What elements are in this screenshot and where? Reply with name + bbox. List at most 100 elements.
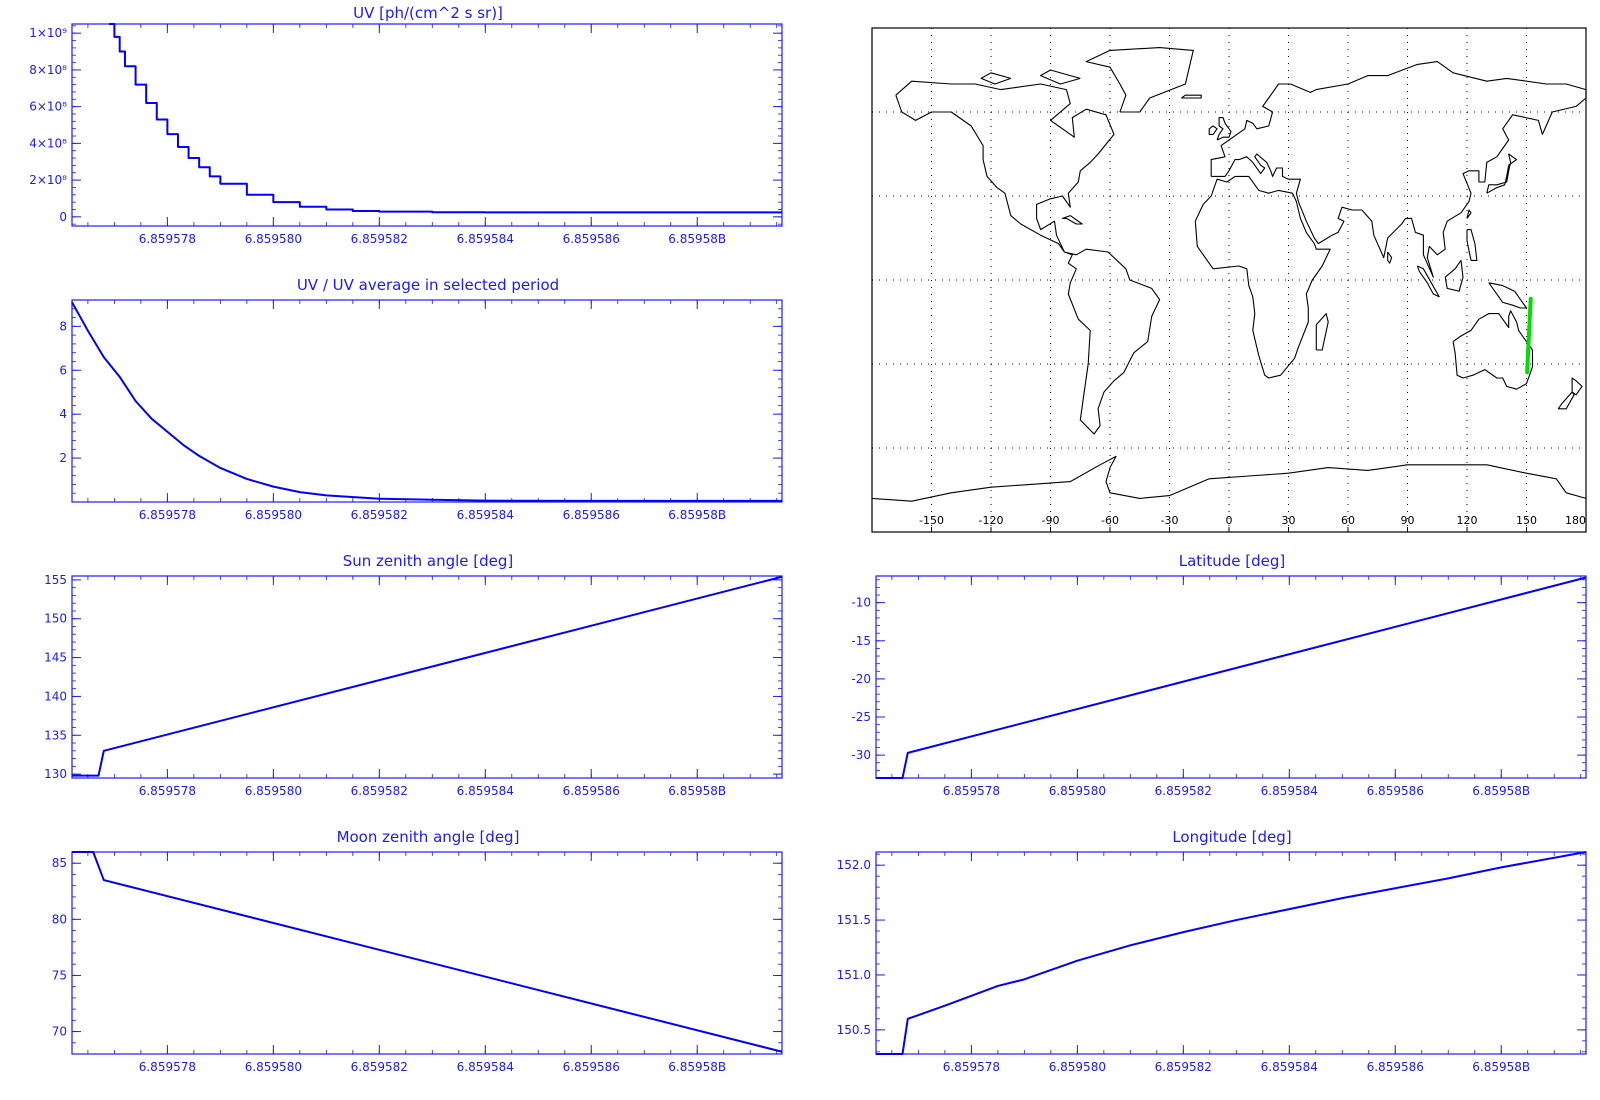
x-tick-label: 6.85958B <box>668 1060 726 1074</box>
x-tick-label: 6.859584 <box>457 784 514 798</box>
coastline <box>1444 259 1464 292</box>
x-tick-label: 6.859580 <box>245 1060 302 1074</box>
x-tick-label: 6.859578 <box>139 232 196 246</box>
coastline <box>1488 282 1528 309</box>
x-tick-label: 6.859586 <box>1367 784 1424 798</box>
x-tick-label: 6.85958B <box>668 508 726 522</box>
plot-title: Longitude [deg] <box>1172 828 1291 846</box>
coastline <box>1486 153 1518 194</box>
y-tick-label: 151.5 <box>837 913 871 927</box>
y-tick-label: 8×10⁸ <box>29 63 67 77</box>
x-tick-label: 6.859580 <box>1049 784 1106 798</box>
x-tick-label: 6.859580 <box>1049 1060 1106 1074</box>
coastline <box>1557 391 1575 410</box>
map-lon-tick-label: 30 <box>1282 514 1296 527</box>
x-tick-label: 6.859582 <box>351 1060 408 1074</box>
x-tick-label: 6.859586 <box>563 1060 620 1074</box>
x-tick-label: 6.859584 <box>1261 784 1318 798</box>
x-tick-label: 6.859582 <box>351 232 408 246</box>
coastline <box>1040 69 1081 85</box>
series-line <box>72 851 783 1053</box>
plot-title: Sun zenith angle [deg] <box>343 552 514 570</box>
x-tick-label: 6.859586 <box>1367 1060 1424 1074</box>
map-lon-tick-label: 0 <box>1226 514 1233 527</box>
series-line <box>72 575 783 777</box>
y-tick-label: 75 <box>52 968 67 982</box>
x-tick-label: 6.859582 <box>1155 1060 1212 1074</box>
coastline <box>1181 94 1202 99</box>
y-tick-label: 80 <box>52 912 67 926</box>
y-tick-label: 8 <box>59 319 67 333</box>
plot-panel-uv-ratio: UV / UV average in selected period 6.859… <box>59 276 783 522</box>
coastline <box>1466 229 1478 261</box>
coastline <box>1416 265 1440 298</box>
coastline <box>1452 310 1534 390</box>
y-tick-label: 6 <box>59 363 67 377</box>
x-tick-label: 6.859578 <box>139 1060 196 1074</box>
plot-frame <box>875 575 1587 779</box>
coastline <box>1216 117 1232 141</box>
plot-title: UV / UV average in selected period <box>297 276 559 294</box>
y-tick-label: 6×10⁸ <box>29 100 67 114</box>
x-tick-label: 6.859584 <box>457 508 514 522</box>
plot-panel-moon-zenith: Moon zenith angle [deg] 6.859578 6.859580… <box>52 828 783 1074</box>
y-tick-label: 0 <box>59 210 67 224</box>
x-tick-label: 6.859578 <box>139 508 196 522</box>
x-tick-label: 6.859578 <box>139 784 196 798</box>
series-line <box>109 23 782 214</box>
y-tick-label: 150 <box>44 612 67 626</box>
world-map-panel: -150 -120 -90 -60 -30 0 30 60 90 120 150 180 <box>871 27 1587 533</box>
y-tick-label: 70 <box>52 1025 67 1039</box>
x-tick-label: 6.859584 <box>457 1060 514 1074</box>
satellite-track <box>1525 296 1533 375</box>
y-tick-label: 145 <box>44 651 67 665</box>
coastline <box>1387 251 1393 264</box>
plot-title: Latitude [deg] <box>1179 552 1285 570</box>
y-tick-label: -20 <box>851 672 871 686</box>
x-tick-label: 6.859586 <box>563 232 620 246</box>
plot-panel-longitude: Longitude [deg] 6.859578 6.859580 6.859582… <box>837 828 1587 1074</box>
y-tick-label: -15 <box>851 634 871 648</box>
x-tick-label: 6.859582 <box>351 508 408 522</box>
x-tick-label: 6.859584 <box>1261 1060 1318 1074</box>
coastline <box>1466 209 1472 219</box>
map-lon-tick-label: 90 <box>1401 514 1415 527</box>
y-tick-label: 152.0 <box>837 858 871 872</box>
x-tick-label: 6.859578 <box>943 1060 1000 1074</box>
x-tick-label: 6.859586 <box>563 508 620 522</box>
plot-frame <box>71 23 783 227</box>
series-line <box>876 851 1587 1055</box>
y-tick-label: -25 <box>851 710 871 724</box>
x-tick-label: 6.85958B <box>668 784 726 798</box>
x-tick-label: 6.85958B <box>1472 784 1530 798</box>
plot-title: Moon zenith angle [deg] <box>337 828 520 846</box>
x-tick-label: 6.859578 <box>943 784 1000 798</box>
x-tick-label: 6.859584 <box>457 232 514 246</box>
coastline <box>1194 175 1331 379</box>
y-tick-label: 140 <box>44 689 67 703</box>
plot-frame <box>71 299 783 503</box>
y-tick-label: 130 <box>44 767 67 781</box>
map-lon-tick-label: -90 <box>1042 514 1060 527</box>
map-lon-tick-label: -30 <box>1161 514 1179 527</box>
y-tick-label: 2 <box>59 451 67 465</box>
x-tick-label: 6.85958B <box>1472 1060 1530 1074</box>
coastline <box>871 455 1587 502</box>
map-lon-tick-label: 180 <box>1565 514 1586 527</box>
y-tick-label: -30 <box>851 748 871 762</box>
map-lon-tick-label: -120 <box>979 514 1004 527</box>
map-lon-tick-label: -60 <box>1101 514 1119 527</box>
map-lon-tick-label: 150 <box>1516 514 1537 527</box>
y-tick-label: 4×10⁸ <box>29 136 67 150</box>
coastline <box>1085 47 1194 113</box>
coastline <box>980 72 1011 85</box>
coastline <box>1210 61 1587 278</box>
coastline <box>1061 215 1083 225</box>
map-lon-tick-label: 60 <box>1341 514 1355 527</box>
x-tick-label: 6.859580 <box>245 232 302 246</box>
x-tick-label: 6.85958B <box>668 232 726 246</box>
series-line <box>71 301 782 502</box>
y-tick-label: 150.5 <box>837 1023 871 1037</box>
coastline <box>1208 125 1218 135</box>
